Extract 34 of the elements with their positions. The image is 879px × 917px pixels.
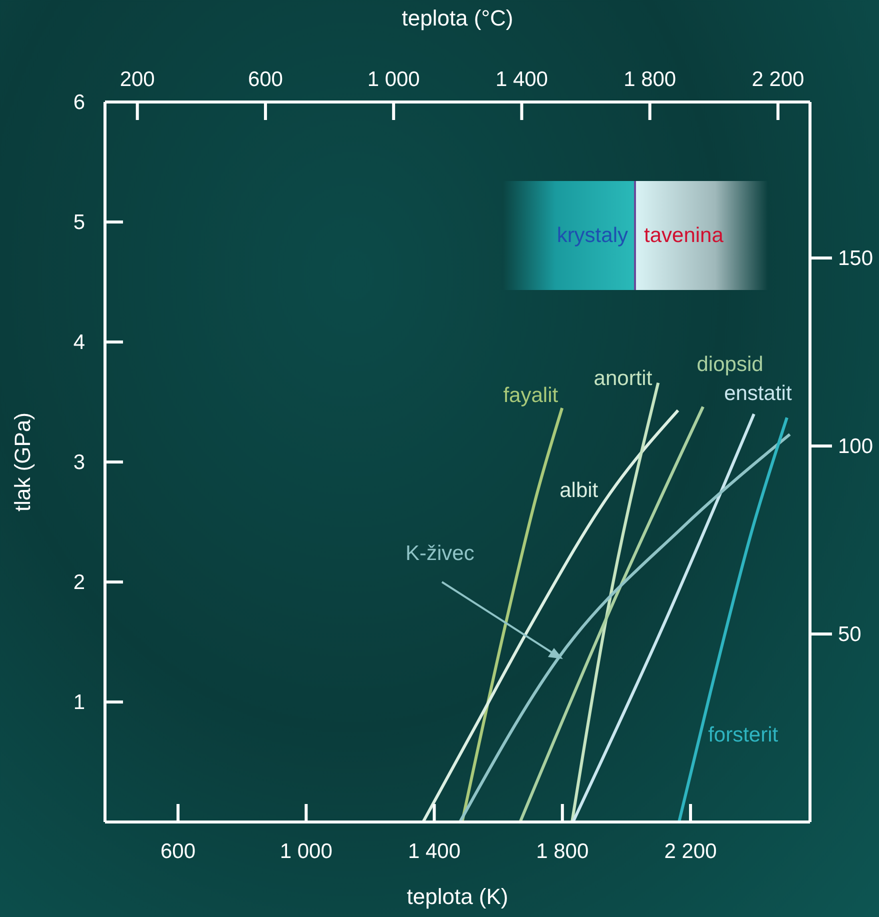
text: K-živec xyxy=(406,542,474,565)
y2-tick-label: 100 xyxy=(838,435,874,458)
x2-tick-label: 200 xyxy=(120,68,155,91)
x-tick-label: 600 xyxy=(160,840,196,863)
series-label: diopsid xyxy=(696,352,764,376)
x2-axis-title: teplota (°C) xyxy=(402,6,514,31)
x2-tick-label: 2 200 xyxy=(752,68,804,91)
annotation: tavenina xyxy=(644,224,724,248)
crystal-melt-gradient-box: krystaly tavenina xyxy=(503,181,768,290)
series-label: anortit xyxy=(594,366,652,390)
y-tick-label: 5 xyxy=(73,211,85,234)
x2-tick-label: 1 400 xyxy=(495,68,548,91)
x2-tick-label: 1 800 xyxy=(624,68,676,91)
x-tick-label: 1 000 xyxy=(280,840,332,863)
line-series xyxy=(677,416,788,822)
y-tick-label: 4 xyxy=(73,331,86,354)
series-label: fayalit xyxy=(503,384,558,407)
series-label: albit xyxy=(560,479,598,502)
y-axis-title: tlak (GPa) xyxy=(10,412,35,512)
x-axis-title: teplota (K) xyxy=(406,884,508,909)
y2-tick-label: 50 xyxy=(838,623,862,646)
y-tick-label: 3 xyxy=(73,451,85,474)
series-label: enstatit xyxy=(724,382,792,405)
y-tick-label: 1 xyxy=(73,691,85,714)
y-tick-label: 2 xyxy=(73,571,85,594)
x-tick-label: 1 400 xyxy=(408,840,461,863)
x-tick-label: 1 800 xyxy=(536,840,589,863)
series-label: forsterit xyxy=(708,724,778,747)
y-tick-label: 6 xyxy=(73,91,85,114)
annotation: krystaly xyxy=(556,224,628,248)
y2-tick-label: 150 xyxy=(838,247,874,270)
x2-tick-label: 600 xyxy=(248,68,283,91)
x-tick-label: 2 200 xyxy=(664,840,717,863)
x2-tick-label: 1 000 xyxy=(367,68,420,91)
